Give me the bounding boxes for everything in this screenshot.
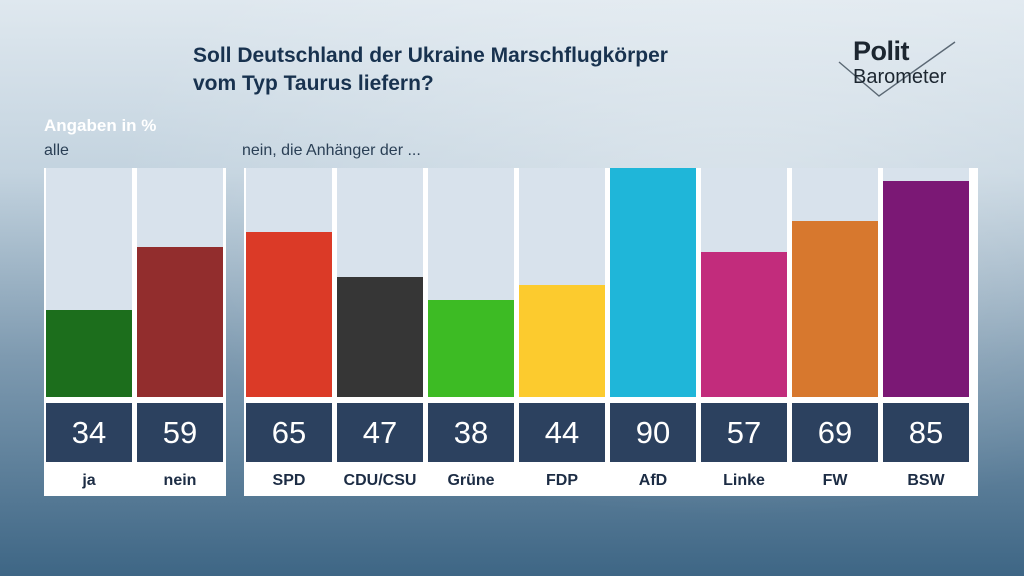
category-label-linke: Linke	[723, 472, 765, 489]
value-label-fw: 69	[792, 403, 878, 462]
value-label-nein: 59	[137, 403, 223, 462]
value-label-bsw: 85	[883, 403, 969, 462]
unit-label: Angaben in %	[44, 116, 157, 135]
chart-title-line-1: Soll Deutschland der Ukraine Marschflugk…	[193, 44, 668, 67]
bar-spd	[246, 231, 332, 397]
category-label-nein: nein	[163, 472, 197, 489]
logo-word-polit: Polit	[853, 36, 910, 66]
chart-title: Soll Deutschland der Ukraine Marschflugk…	[193, 42, 668, 98]
bar-fdp	[519, 285, 605, 397]
category-label-spd: SPD	[272, 472, 306, 489]
category-label-bsw: BSW	[907, 472, 945, 489]
category-label-fdp: FDP	[546, 472, 578, 489]
bar-ja	[46, 310, 132, 397]
politbarometer-logo: Polit Barometer	[835, 36, 970, 98]
value-label-cdu-csu: 47	[337, 403, 423, 462]
category-label-grüne: Grüne	[447, 472, 495, 489]
value-label-grüne: 38	[428, 403, 514, 462]
category-label-ja: ja	[82, 472, 96, 489]
group-label-all: alle	[44, 142, 69, 159]
bar-bsw	[883, 180, 969, 397]
logo-word-barometer: Barometer	[853, 66, 947, 88]
bar-linke	[701, 251, 787, 397]
category-label-fw: FW	[822, 472, 848, 489]
bar-fw	[792, 221, 878, 397]
value-label-spd: 65	[246, 403, 332, 462]
value-label-fdp: 44	[519, 403, 605, 462]
category-label-afd: AfD	[638, 472, 668, 489]
bar-grüne	[428, 300, 514, 397]
bar-cdu-csu	[337, 277, 423, 397]
chart-title-line-2: vom Typ Taurus liefern?	[193, 72, 434, 95]
value-label-ja: 34	[46, 403, 132, 462]
category-label-cdu-csu: CDU/CSU	[343, 472, 417, 489]
group-label-parties: nein, die Anhänger der ...	[242, 142, 421, 159]
value-label-afd: 90	[610, 403, 696, 462]
bar-nein	[137, 246, 223, 397]
logo-checkmark-icon	[838, 41, 956, 97]
value-label-linke: 57	[701, 403, 787, 462]
bar-afd	[610, 168, 696, 397]
